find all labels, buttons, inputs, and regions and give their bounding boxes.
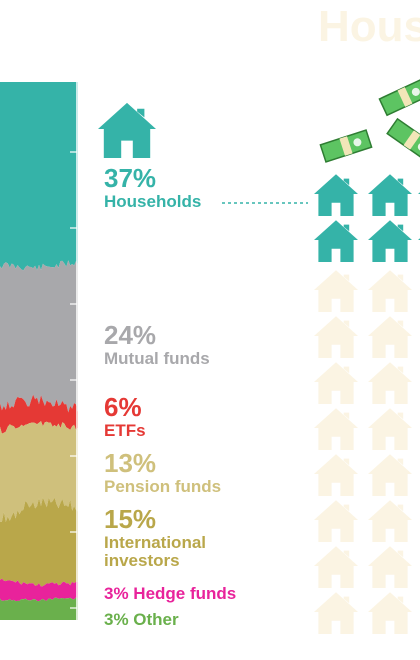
hedge-text: 3% Hedge funds — [104, 584, 237, 603]
international-percent: 15% — [104, 504, 157, 534]
mutual-funds-band — [0, 260, 78, 413]
house-icon — [314, 220, 358, 262]
faint-house-icon — [314, 592, 358, 634]
faint-house-icon — [368, 592, 412, 634]
pension-percent: 13% — [104, 448, 157, 478]
pension-label: 13% Pension funds — [104, 450, 221, 495]
house-icon — [368, 220, 412, 262]
international-band — [0, 497, 78, 587]
faint-house-icon — [314, 408, 358, 450]
faint-house-icon — [368, 362, 412, 404]
households-name: Households — [104, 192, 202, 211]
hedge-funds-band — [0, 578, 78, 602]
hedge-label: 3% Hedge funds — [104, 585, 236, 603]
etfs-band — [0, 394, 78, 434]
international-name-line2: investors — [104, 551, 180, 570]
faint-house-icon — [368, 500, 412, 542]
faint-house-icon — [368, 316, 412, 358]
background-title: Hous — [318, 2, 420, 51]
households-label: 37% Households — [104, 165, 201, 210]
etfs-label: 6% ETFs — [104, 394, 146, 439]
households-band — [0, 82, 78, 271]
etfs-name: ETFs — [104, 421, 146, 440]
faint-house-icon — [314, 500, 358, 542]
households-percent: 37% — [104, 163, 157, 193]
etfs-percent: 6% — [104, 392, 142, 422]
other-text: 3% Other — [104, 610, 179, 629]
money-bill-icon — [386, 117, 420, 163]
money-bill-icon — [378, 77, 420, 117]
faint-house-icon — [314, 270, 358, 312]
other-label: 3% Other — [104, 611, 179, 629]
money-bill-icon — [319, 129, 373, 163]
house-icon — [368, 174, 412, 216]
international-name-line1: International — [104, 533, 207, 552]
households-house-icon — [98, 102, 156, 158]
mutual-funds-percent: 24% — [104, 320, 157, 350]
other-band — [0, 597, 78, 620]
house-icon — [314, 174, 358, 216]
mutual-funds-name: Mutual funds — [104, 349, 210, 368]
mutual-funds-label: 24% Mutual funds — [104, 322, 210, 367]
pension-name: Pension funds — [104, 477, 222, 496]
faint-house-icon — [314, 362, 358, 404]
faint-house-icon — [368, 408, 412, 450]
pension-band — [0, 421, 78, 522]
faint-house-icon — [368, 454, 412, 496]
international-label: 15% International investors — [104, 506, 206, 569]
faint-house-icon — [314, 316, 358, 358]
faint-house-icon — [368, 270, 412, 312]
faint-house-icon — [314, 454, 358, 496]
faint-house-icon — [314, 546, 358, 588]
faint-house-icon — [368, 546, 412, 588]
